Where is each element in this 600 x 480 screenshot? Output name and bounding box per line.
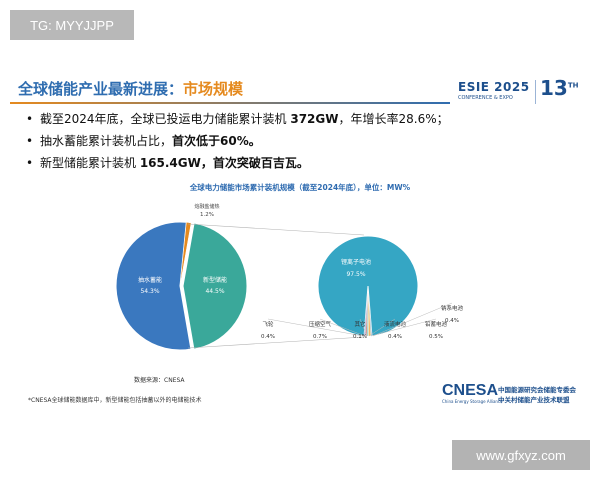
slice-label-thermal: 熔融盐储热	[194, 203, 219, 210]
slice-value-pumped-hydro: 54.3%	[140, 288, 159, 295]
slice-label-small: 铅蓄电池	[425, 320, 448, 328]
bullet-item: • 新型储能累计装机 165.4GW，首次突破百吉瓦。	[26, 152, 449, 174]
bullet-bold: 首次低于60%。	[172, 134, 261, 148]
title-rule	[10, 102, 450, 104]
slice-label-small: 液流电池	[384, 320, 407, 328]
chart-title: 全球电力储能市场累计装机规模（截至2024年底），单位：MW%	[189, 183, 411, 192]
esie-logo-text: ESIE 2025	[458, 80, 530, 94]
esie-edition-number: 13TH	[540, 76, 578, 100]
cnesa-logo-text: CNESA	[442, 382, 499, 399]
source-note: 数据来源：CNESA	[134, 377, 185, 384]
bullet-list: • 截至2024年底，全球已投运电力储能累计装机 372GW，年增长率28.6%；…	[26, 108, 449, 174]
slide: 全球储能产业最新进展：市场规模 ESIE 2025 CONFERENCE & E…	[0, 64, 600, 416]
slice-value-small: 0.5%	[429, 334, 443, 340]
cnesa-org-name-2: 中关村储能产业技术联盟	[498, 396, 570, 404]
slice-value-small: 0.7%	[313, 334, 327, 340]
connector-line-top	[187, 223, 365, 236]
leader-line	[368, 318, 396, 337]
pie-chart-svg: 抽水蓄能 54.3% 新型储能 44.5% 熔融盐储热 1.2% 锂离子电池 97.5% 飞轮 0…	[115, 203, 464, 351]
esie-edition-digits: 13	[540, 76, 568, 100]
slice-label-small: 压缩空气	[309, 320, 332, 328]
esie-logo-subtext: CONFERENCE & EXPO	[458, 95, 513, 101]
pie-slice-lithium-ion	[317, 235, 419, 337]
esie-edition-suffix: TH	[567, 81, 579, 90]
slice-label-small: 其它	[354, 320, 365, 328]
leader-line	[372, 302, 453, 337]
slice-value-small: 0.4%	[445, 318, 459, 324]
slice-label-pumped-hydro: 抽水蓄能	[138, 276, 162, 284]
title-suffix: 市场规模	[183, 80, 244, 98]
slice-label-lithium-ion: 锂离子电池	[341, 258, 371, 266]
bullet-text: 截至2024年底，全球已投运电力储能累计装机	[40, 112, 291, 126]
esie-logo: ESIE 2025 CONFERENCE & EXPO 13TH	[458, 76, 586, 116]
slice-value-new-storage: 44.5%	[205, 288, 224, 295]
bullet-bold: 165.4GW，首次突破百吉瓦。	[139, 156, 309, 170]
cnesa-logo-subtext: China Energy Storage Alliance	[442, 399, 503, 404]
leader-line	[370, 318, 437, 337]
leader-line	[319, 318, 366, 337]
pie-slice-new-storage	[182, 222, 248, 350]
slice-value-lithium-ion: 97.5%	[346, 271, 365, 278]
watermark-top: TG: MYYJJPP	[10, 10, 134, 40]
page-title: 全球储能产业最新进展：市场规模	[18, 78, 243, 99]
slice-value-thermal: 1.2%	[200, 212, 214, 218]
title-prefix: 全球储能产业最新进展：	[18, 80, 184, 98]
slice-value-small: 0.1%	[353, 334, 367, 340]
bullet-dot: •	[26, 112, 34, 126]
leader-line	[359, 318, 368, 337]
slice-value-small: 0.4%	[388, 334, 402, 340]
footnote: *CNESA全球储能数据库中，新型储能包括抽蓄以外的电储能技术	[28, 397, 202, 404]
bullet-text: 新型储能累计装机	[40, 156, 140, 170]
bullet-dot: •	[26, 134, 34, 148]
pie-slice-pumped-hydro	[115, 221, 192, 351]
bullet-dot: •	[26, 156, 34, 170]
cnesa-logo: CNESA China Energy Storage Alliance 中国能源…	[442, 382, 592, 406]
watermark-bottom: www.gfxyz.com	[452, 440, 590, 470]
slice-label-small: 钠系电池	[441, 304, 464, 312]
bullet-text: 抽水蓄能累计装机占比，	[40, 134, 173, 148]
bullet-item: • 截至2024年底，全球已投运电力储能累计装机 372GW，年增长率28.6%；	[26, 108, 449, 130]
slice-value-small: 0.4%	[261, 334, 275, 340]
connector-line-bottom	[187, 336, 365, 349]
esie-logo-divider	[535, 80, 536, 104]
bullet-item: • 抽水蓄能累计装机占比，首次低于60%。	[26, 130, 449, 152]
bullet-text-after: ，年增长率28.6%；	[338, 112, 449, 126]
pie-slice-thermal	[179, 222, 192, 287]
cnesa-org-name-1: 中国能源研究会储能专委会	[498, 386, 576, 394]
bullet-bold: 372GW	[290, 112, 339, 126]
leader-line	[267, 318, 364, 337]
slice-label-small: 飞轮	[262, 320, 274, 328]
slice-label-new-storage: 新型储能	[203, 276, 227, 284]
